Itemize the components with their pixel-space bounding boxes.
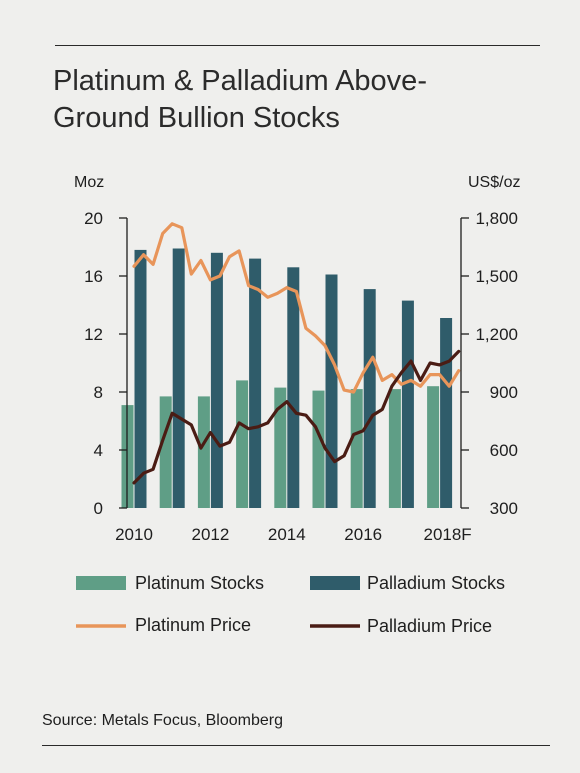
platinum-stock-bar bbox=[427, 386, 440, 508]
top-rule bbox=[55, 45, 540, 46]
palladium-stock-bar bbox=[401, 300, 414, 508]
right-axis-tick-label: 300 bbox=[490, 499, 518, 518]
left-axis-tick-label: 4 bbox=[94, 441, 103, 460]
x-axis-tick-label: 2018F bbox=[423, 525, 471, 544]
right-axis-tick-label: 900 bbox=[490, 383, 518, 402]
right-axis-tick-label: 1,500 bbox=[475, 267, 518, 286]
legend-swatch bbox=[76, 576, 126, 590]
palladium-stock-bar bbox=[325, 274, 338, 508]
bottom-rule bbox=[42, 745, 550, 746]
platinum-stock-bar bbox=[312, 390, 325, 508]
right-axis-tick-label: 1,200 bbox=[475, 325, 518, 344]
x-axis-tick-label: 2016 bbox=[344, 525, 382, 544]
left-axis-tick-label: 8 bbox=[94, 383, 103, 402]
left-axis-tick-label: 0 bbox=[94, 499, 103, 518]
platinum-stock-bar bbox=[159, 396, 172, 508]
right-axis-tick-label: 600 bbox=[490, 441, 518, 460]
platinum-stock-bar bbox=[350, 389, 363, 508]
right-axis-unit: US$/oz bbox=[468, 174, 520, 191]
left-axis-tick-label: 16 bbox=[84, 267, 103, 286]
palladium-price-line bbox=[132, 349, 461, 485]
left-axis-unit: Moz bbox=[74, 174, 104, 191]
left-axis-tick-label: 20 bbox=[84, 209, 103, 228]
platinum-price-line bbox=[132, 222, 461, 394]
palladium-stock-bar bbox=[249, 258, 262, 508]
legend-label: Palladium Stocks bbox=[367, 573, 505, 593]
chart-title: Platinum & Palladium Above-Ground Bullio… bbox=[53, 65, 427, 134]
platinum-stock-bar bbox=[236, 380, 249, 508]
x-axis-tick-label: 2012 bbox=[191, 525, 229, 544]
right-axis-tick-label: 1,800 bbox=[475, 209, 518, 228]
palladium-stock-bar bbox=[210, 252, 223, 508]
x-axis-tick-label: 2014 bbox=[268, 525, 306, 544]
legend-swatch bbox=[310, 576, 360, 590]
platinum-stock-bar bbox=[274, 387, 287, 508]
legend-label: Platinum Price bbox=[135, 615, 251, 635]
palladium-stock-bar bbox=[134, 249, 147, 508]
legend-label: Palladium Price bbox=[367, 616, 492, 636]
left-axis-tick-label: 12 bbox=[84, 325, 103, 344]
palladium-stock-bar bbox=[440, 318, 453, 508]
source-note: Source: Metals Focus, Bloomberg bbox=[42, 712, 283, 729]
palladium-stock-bar bbox=[287, 267, 300, 508]
legend-label: Platinum Stocks bbox=[135, 573, 264, 593]
x-axis-tick-label: 2010 bbox=[115, 525, 153, 544]
palladium-stock-bar bbox=[172, 248, 185, 508]
platinum-stock-bar bbox=[388, 389, 401, 508]
platinum-stock-bar bbox=[197, 396, 210, 508]
palladium-stock-bar bbox=[363, 289, 376, 508]
